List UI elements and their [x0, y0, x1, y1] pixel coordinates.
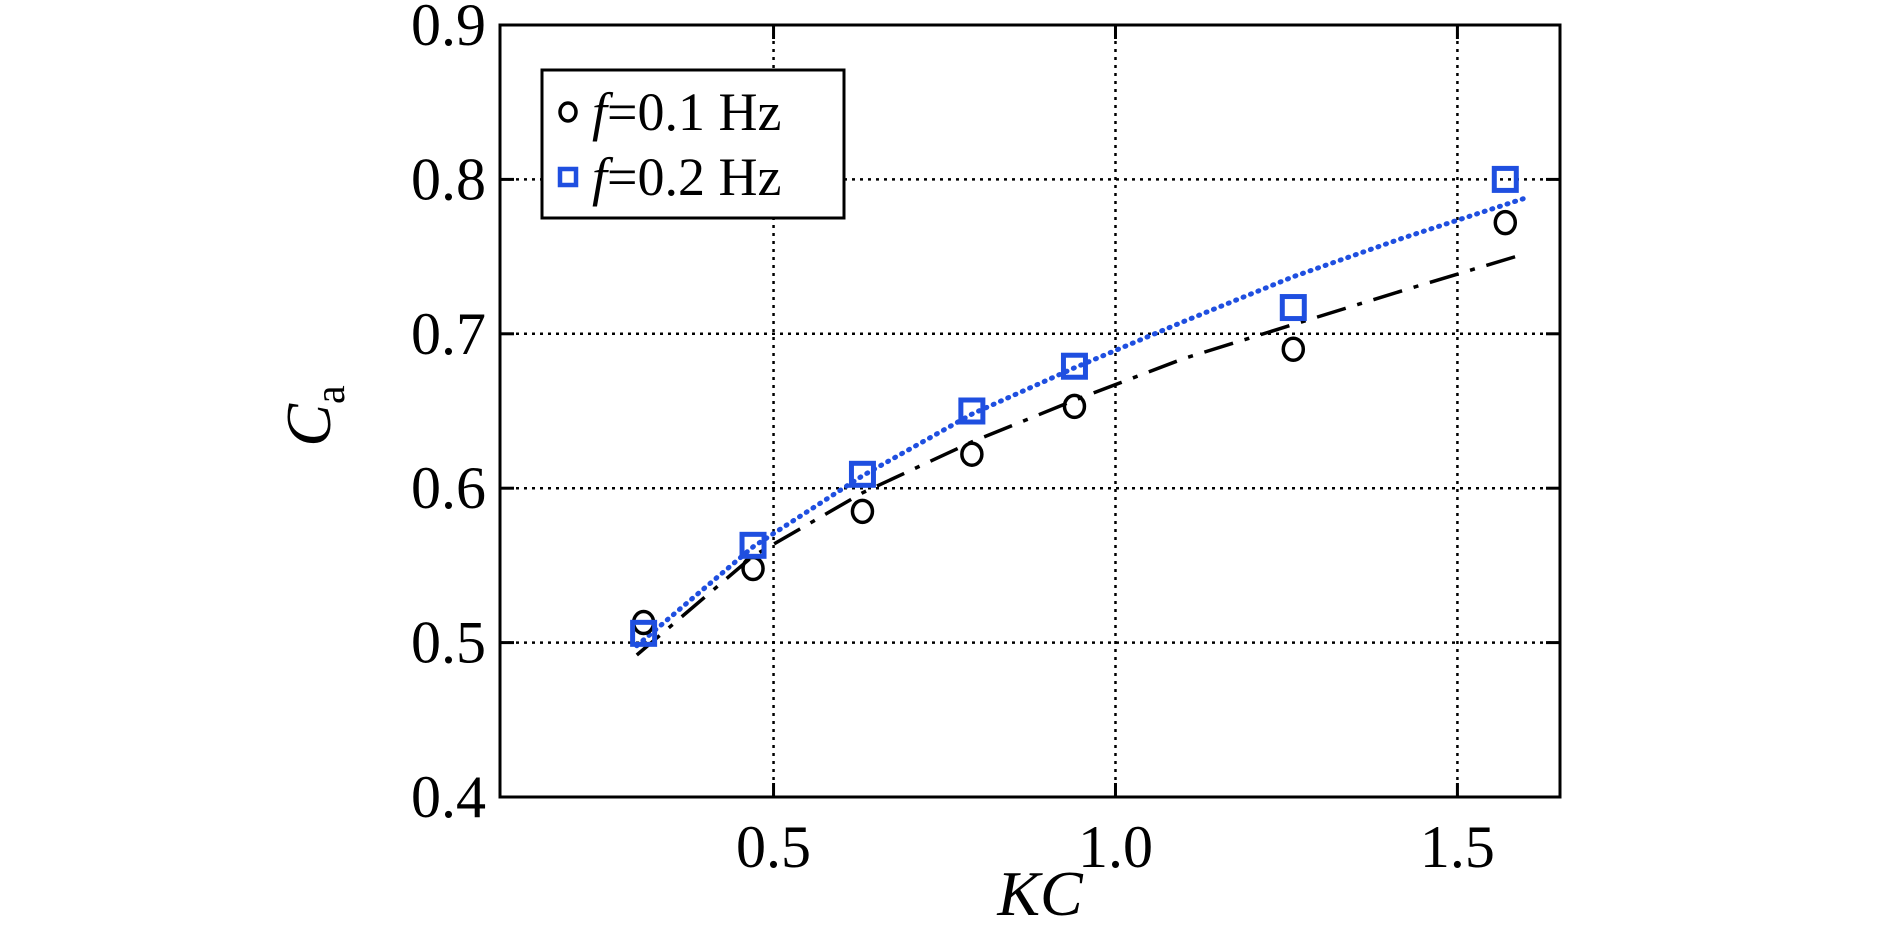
data-point-square — [1491, 165, 1519, 193]
data-point-circle — [1062, 393, 1087, 420]
y-tick-label: 0.8 — [411, 146, 486, 212]
legend: f=0.1 Hzf=0.2 Hz — [540, 68, 846, 220]
data-point-circle — [741, 555, 765, 582]
y-axis-label: Ca — [273, 385, 354, 447]
legend-marker-square — [557, 166, 579, 188]
data-point-square — [630, 619, 658, 647]
legend-box — [540, 68, 846, 220]
axis-ticks: 0.5 1.0 1.5 0.4 0.5 0.6 0.7 0.8 0.9 — [411, 0, 1560, 880]
data-point-square — [739, 531, 767, 559]
x-tick-label: 0.5 — [736, 814, 811, 880]
legend-label: f=0.2 Hz — [592, 147, 781, 207]
svg-text:Ca: Ca — [273, 385, 354, 447]
fit-line-1 — [635, 251, 1527, 657]
data-point-square — [848, 460, 876, 488]
legend-marker-circle — [558, 101, 578, 123]
y-tick-label: 0.9 — [411, 0, 486, 58]
legend-label: f=0.1 Hz — [592, 82, 781, 142]
x-tick-label: 1.0 — [1078, 814, 1153, 880]
x-axis-label: KC — [996, 858, 1084, 929]
fit-line-2 — [634, 195, 1529, 649]
data-point-circle — [1493, 209, 1518, 236]
data-point-square — [1279, 294, 1307, 322]
y-tick-label: 0.5 — [411, 610, 486, 676]
y-axis-label-subscript: a — [308, 385, 354, 404]
data-markers — [630, 165, 1519, 647]
plot-area-frame — [498, 23, 1562, 799]
data-point-square — [1060, 352, 1088, 380]
x-tick-label: 1.5 — [1420, 814, 1495, 880]
fit-lines — [634, 195, 1529, 657]
y-tick-label: 0.7 — [411, 301, 486, 367]
data-point-circle — [960, 441, 984, 467]
y-tick-label: 0.4 — [411, 764, 486, 830]
data-point-circle — [850, 498, 875, 525]
data-point-circle — [1281, 336, 1306, 362]
data-point-square — [958, 397, 986, 425]
y-axis-label-main: C — [273, 403, 344, 447]
y-tick-label: 0.6 — [411, 455, 486, 521]
